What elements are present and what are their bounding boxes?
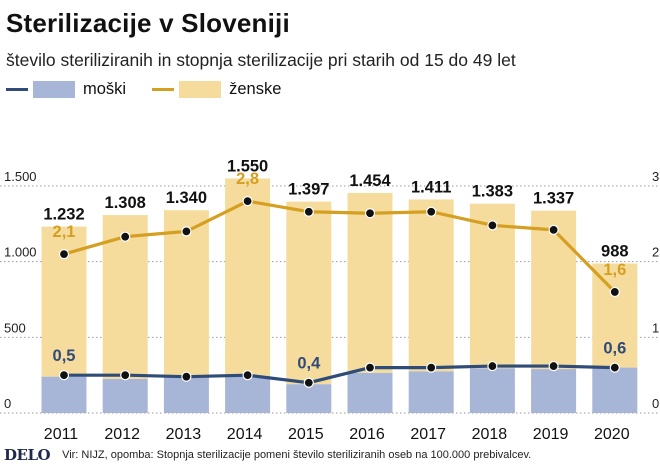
x-axis-tick-label: 2013 — [166, 426, 202, 443]
chart-title: Sterilizacije v Sloveniji — [6, 8, 290, 38]
legend: moški ženske — [6, 80, 281, 99]
bar-men — [347, 372, 393, 413]
men-rate-point — [548, 360, 559, 372]
men-rate-label: 0,6 — [603, 340, 626, 358]
bar-men — [163, 377, 209, 413]
bar-men — [408, 371, 454, 413]
bar-women — [163, 210, 209, 378]
x-axis-tick-label: 2012 — [104, 426, 140, 443]
women-rate-point — [548, 224, 559, 235]
men-rate-point — [609, 362, 620, 373]
bar-women — [347, 192, 393, 373]
legend-men-label: moški — [83, 80, 127, 98]
men-rate-point — [364, 362, 376, 373]
left-axis-tick-label: 1.000 — [4, 245, 37, 260]
bar-total-label: 1.337 — [533, 190, 574, 208]
bar-total-label: 1.340 — [166, 189, 207, 207]
men-rate-label: 0,5 — [53, 347, 76, 365]
delo-logo: DELO — [4, 446, 51, 464]
bar-total-label: 1.454 — [349, 172, 391, 190]
right-axis-tick-label: 3 — [652, 169, 659, 184]
bar-total-label: 1.308 — [105, 194, 146, 212]
x-axis-tick-label: 2014 — [227, 426, 263, 443]
left-axis-tick-label: 1.500 — [4, 169, 37, 184]
women-rate-label: 2,1 — [53, 223, 76, 241]
x-axis-tick-label: 2020 — [594, 426, 630, 443]
right-axis-tick-label: 0 — [652, 396, 659, 411]
bar-women — [408, 199, 454, 372]
men-rate-point — [242, 370, 253, 381]
bar-women — [592, 263, 638, 368]
x-axis-tick-label: 2017 — [410, 426, 446, 443]
left-axis-tick-label: 0 — [4, 396, 11, 411]
bar-women — [225, 178, 271, 376]
bar-men — [531, 369, 577, 413]
men-rate-point — [120, 370, 131, 381]
legend-women-bar-swatch — [179, 81, 222, 98]
left-axis-tick-label: 500 — [4, 320, 26, 335]
women-rate-point — [58, 249, 70, 260]
men-rate-point — [58, 370, 70, 381]
bar-women — [469, 203, 515, 369]
women-rate-point — [426, 206, 437, 217]
bar-men — [592, 367, 638, 413]
bar-total-label: 1.411 — [411, 178, 451, 196]
bar-total-label: 1.550 — [227, 157, 268, 175]
x-axis-tick-label: 2018 — [472, 426, 508, 443]
right-axis-tick-label: 1 — [652, 320, 659, 335]
women-rate-label: 1,6 — [603, 261, 626, 279]
bar-total-label: 1.397 — [288, 181, 329, 199]
men-rate-point — [426, 362, 437, 373]
bar-men — [41, 376, 87, 413]
legend-women-line-swatch — [152, 88, 175, 91]
men-rate-point — [487, 360, 498, 372]
bar-total-label: 1.232 — [43, 206, 84, 224]
legend-women-label: ženske — [229, 80, 282, 98]
bar-men — [225, 375, 271, 413]
women-rate-point — [120, 231, 131, 242]
men-rate-point — [303, 377, 314, 388]
men-rate-line — [64, 364, 615, 385]
footer: DELO Vir: NIJZ, opomba: Stopnja steriliz… — [4, 446, 531, 464]
x-axis-tick-label: 2011 — [44, 426, 79, 443]
x-axis-tick-label: 2015 — [288, 426, 324, 443]
women-rate-point — [364, 208, 376, 219]
men-rate-label: 0,4 — [297, 355, 321, 373]
women-rate-point — [487, 220, 498, 231]
bar-women — [531, 210, 577, 370]
women-rate-point — [609, 286, 620, 298]
legend-men-line-swatch — [6, 88, 28, 91]
women-rate-label: 2,8 — [236, 170, 259, 188]
chart-subtitle: število steriliziranih in stopnja steril… — [6, 50, 516, 70]
bar-men — [469, 368, 515, 413]
bar-men — [102, 378, 148, 413]
bar-total-label: 988 — [601, 242, 629, 260]
women-rate-line — [63, 199, 616, 294]
right-axis-tick-label: 2 — [652, 245, 659, 260]
x-axis-tick-label: 2019 — [533, 426, 569, 443]
women-rate-point — [303, 206, 314, 217]
women-rate-point — [242, 196, 253, 207]
men-rate-point — [181, 371, 192, 382]
bar-men — [286, 384, 332, 413]
source-note: Vir: NIJZ, opomba: Stopnja sterilizacije… — [62, 449, 532, 461]
bar-women — [286, 201, 332, 385]
women-rate-point — [181, 226, 192, 237]
bar-total-label: 1.383 — [472, 183, 513, 201]
legend-men-bar-swatch — [33, 81, 75, 98]
x-axis-tick-label: 2016 — [349, 426, 385, 443]
